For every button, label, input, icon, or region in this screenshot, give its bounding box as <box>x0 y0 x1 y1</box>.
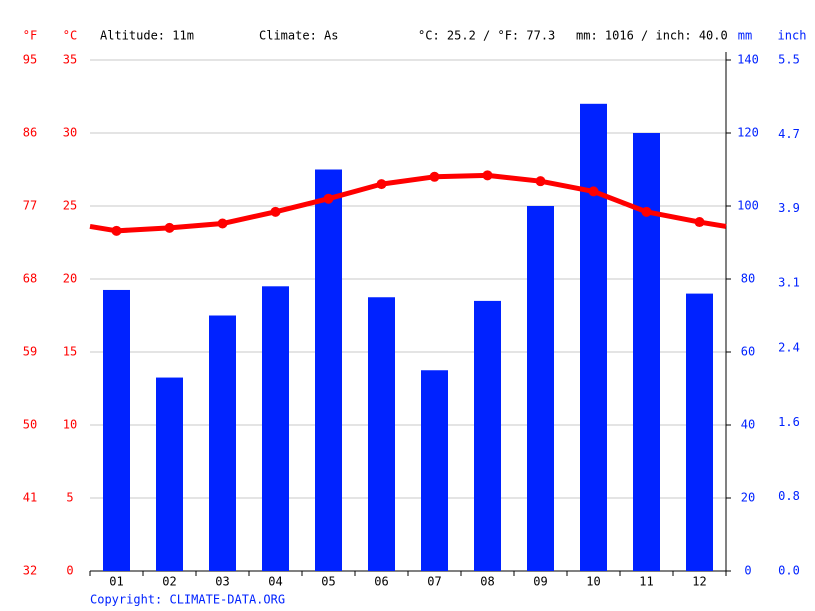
x-tick-label: 11 <box>639 575 653 589</box>
mm-tick-label: 80 <box>741 272 755 286</box>
precip-total: mm: 1016 / inch: 40.0 <box>576 29 728 43</box>
temp-point <box>270 206 281 217</box>
bar <box>368 297 395 571</box>
x-tick-label: 10 <box>586 575 600 589</box>
f-tick-label: 77 <box>23 199 37 213</box>
mm-tick-label: 60 <box>741 345 755 359</box>
climate: Climate: As <box>259 29 338 43</box>
mm-tick-label: 40 <box>741 418 755 432</box>
avg-temp: °C: 25.2 / °F: 77.3 <box>418 29 555 43</box>
temp-point <box>588 186 599 197</box>
bar <box>580 103 607 572</box>
temp-point <box>694 217 705 228</box>
x-tick-label: 05 <box>321 575 335 589</box>
c-tick-label: 5 <box>66 491 73 505</box>
bar <box>156 377 183 571</box>
bar <box>103 289 130 571</box>
bar <box>633 133 660 571</box>
inch-tick-label: 3.1 <box>778 275 800 289</box>
bar <box>262 286 289 571</box>
inch-tick-label: 4.7 <box>778 127 800 141</box>
inch-axis-label: inch <box>778 29 807 43</box>
inch-tick-label: 3.9 <box>778 201 800 215</box>
mm-tick-label: 120 <box>737 126 759 140</box>
x-tick-label: 07 <box>427 575 441 589</box>
bar <box>527 206 554 571</box>
altitude: Altitude: 11m <box>100 29 194 43</box>
x-tick-label: 09 <box>533 575 547 589</box>
c-tick-label: 20 <box>63 272 77 286</box>
c-axis-label: °C <box>63 29 77 43</box>
c-tick-label: 0 <box>66 564 73 578</box>
x-tick-label: 03 <box>215 575 229 589</box>
x-tick-label: 12 <box>692 575 706 589</box>
mm-tick-label: 0 <box>744 564 751 578</box>
x-tick-label: 04 <box>268 575 282 589</box>
x-tick-label: 06 <box>374 575 388 589</box>
f-tick-label: 32 <box>23 564 37 578</box>
f-axis-label: °F <box>23 29 37 43</box>
mm-tick-label: 20 <box>741 491 755 505</box>
c-tick-label: 25 <box>63 199 77 213</box>
x-tick-label: 01 <box>109 575 123 589</box>
temp-point <box>535 176 546 187</box>
mm-tick-label: 140 <box>737 53 759 67</box>
x-tick-label: 02 <box>162 575 176 589</box>
inch-tick-label: 0.0 <box>778 564 800 578</box>
temp-point <box>376 179 387 190</box>
temp-point <box>111 225 122 236</box>
temp-line <box>116 172 700 234</box>
temp-point <box>217 218 228 229</box>
f-tick-label: 95 <box>23 53 37 67</box>
copyright: Copyright: CLIMATE-DATA.ORG <box>90 593 285 607</box>
temp-point <box>323 193 334 204</box>
mm-tick-label: 100 <box>737 199 759 213</box>
temp-point <box>164 222 175 233</box>
bar <box>315 169 342 571</box>
f-tick-label: 68 <box>23 272 37 286</box>
temp-point <box>482 170 493 181</box>
c-tick-label: 30 <box>63 126 77 140</box>
c-tick-label: 15 <box>63 345 77 359</box>
bar <box>474 300 501 571</box>
inch-tick-label: 2.4 <box>778 341 800 355</box>
bar <box>209 315 236 571</box>
bar <box>421 370 448 571</box>
c-tick-label: 10 <box>63 418 77 432</box>
x-tick-label: 08 <box>480 575 494 589</box>
f-tick-label: 86 <box>23 126 37 140</box>
inch-tick-label: 0.8 <box>778 489 800 503</box>
inch-tick-label: 5.5 <box>778 53 800 67</box>
mm-axis-label: mm <box>738 29 752 43</box>
f-tick-label: 41 <box>23 491 37 505</box>
f-tick-label: 59 <box>23 345 37 359</box>
bar <box>686 293 713 571</box>
temp-point <box>641 206 652 217</box>
inch-tick-label: 1.6 <box>778 415 800 429</box>
f-tick-label: 50 <box>23 418 37 432</box>
temp-point <box>429 171 440 182</box>
c-tick-label: 35 <box>63 53 77 67</box>
